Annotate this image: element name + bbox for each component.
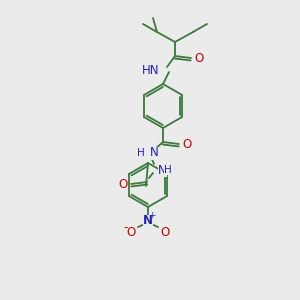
Text: +: + <box>148 212 156 220</box>
Text: N: N <box>143 214 153 227</box>
Text: O: O <box>118 178 127 190</box>
Text: H: H <box>164 165 172 175</box>
Text: H: H <box>137 148 145 158</box>
Text: O: O <box>160 226 169 239</box>
Text: N: N <box>158 164 167 176</box>
Text: O: O <box>194 52 204 64</box>
Text: N: N <box>150 146 159 160</box>
Text: -: - <box>124 221 128 235</box>
Text: O: O <box>126 226 136 239</box>
Text: HN: HN <box>142 64 159 76</box>
Text: O: O <box>182 137 192 151</box>
